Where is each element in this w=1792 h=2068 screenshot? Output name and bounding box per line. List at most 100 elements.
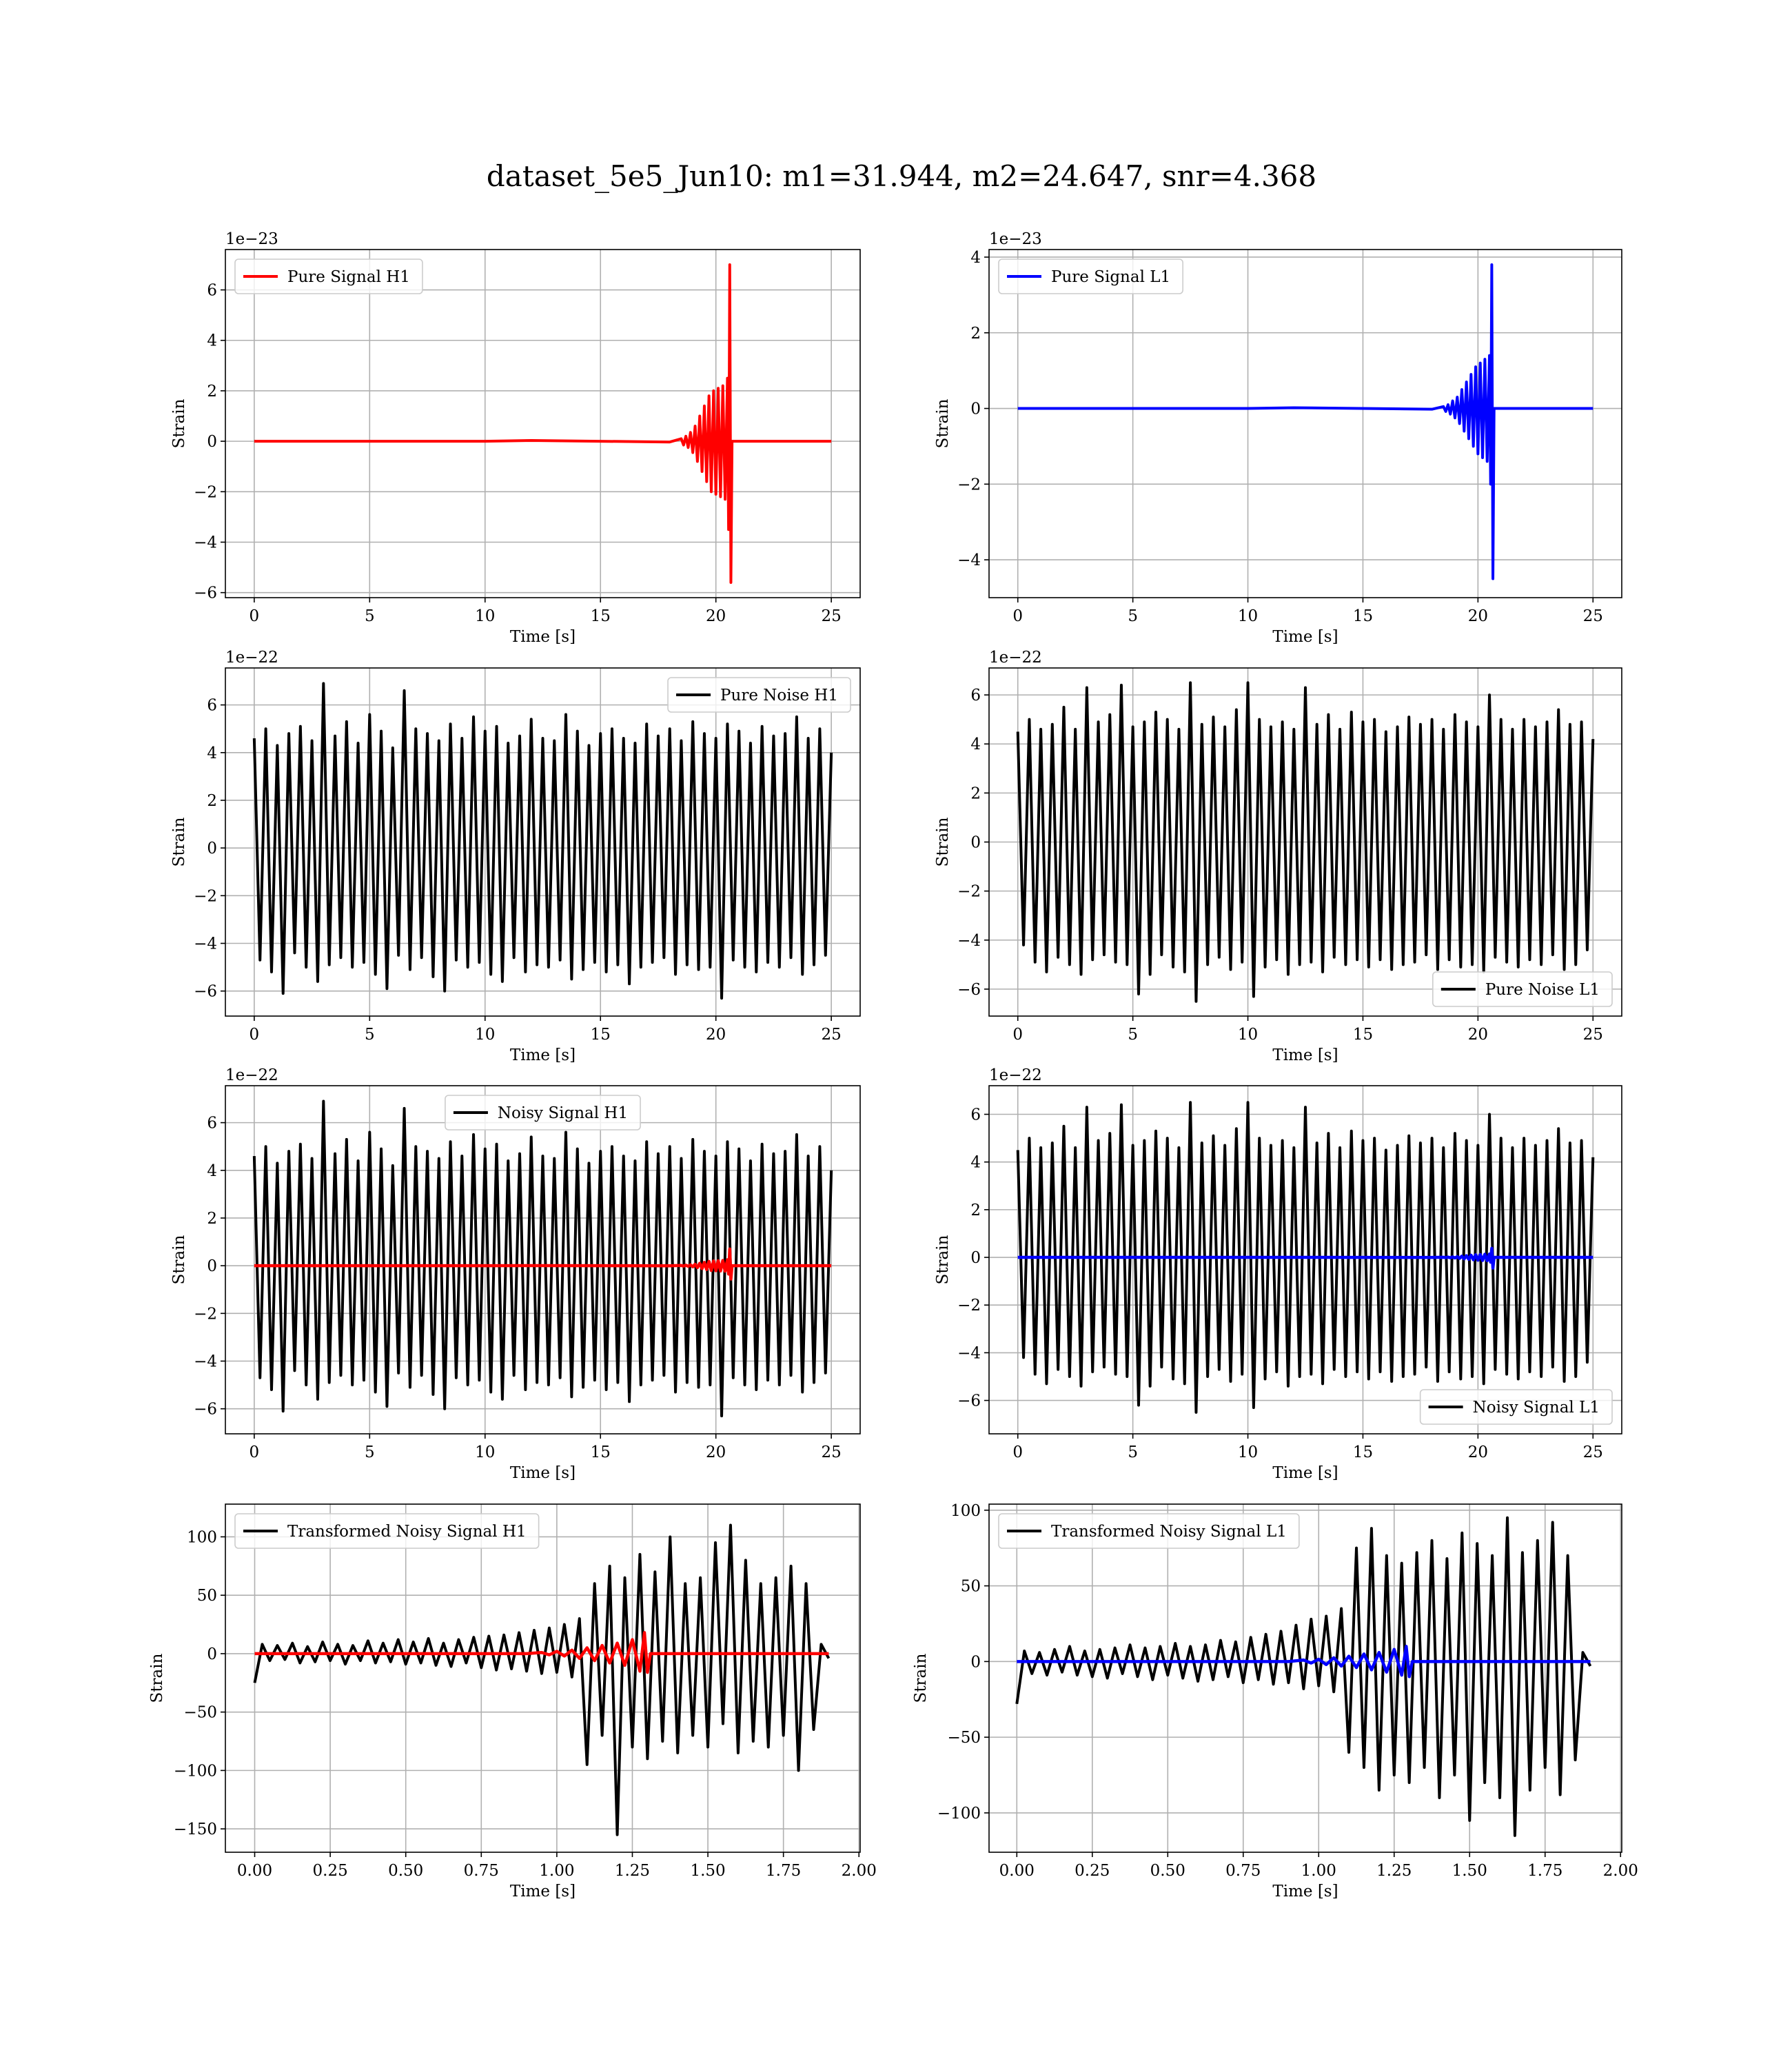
x-tick-label: 20 (706, 1443, 726, 1461)
x-tick-label: 1.75 (766, 1862, 801, 1880)
legend: Pure Noise H1 (667, 677, 851, 713)
x-axis-label: Time [s] (510, 628, 576, 646)
axes-frame (988, 249, 1622, 598)
x-tick-label: 20 (1468, 1443, 1488, 1461)
legend: Pure Noise L1 (1432, 971, 1613, 1007)
legend-box (1419, 1389, 1613, 1425)
plot-area (989, 250, 1622, 598)
y-axis-label: Strain (170, 817, 188, 866)
x-tick-label: 1.00 (1301, 1862, 1336, 1880)
series-line (254, 263, 832, 585)
x-tick-label: 10 (1238, 1443, 1258, 1461)
y-tick-label: 0 (970, 401, 981, 418)
y-tick-label: 4 (970, 1154, 981, 1172)
axes-frame (225, 249, 861, 598)
series-line (1016, 681, 1595, 1003)
y-tick-label: −6 (194, 1401, 217, 1419)
y-axis-label: Strain (934, 1235, 952, 1284)
y-tick-label: 4 (207, 744, 217, 762)
x-tick-label: 25 (821, 1026, 841, 1044)
x-tick-label: 1.25 (615, 1862, 650, 1880)
legend-label: Noisy Signal H1 (498, 1104, 628, 1122)
x-tick-label: 5 (1128, 607, 1138, 625)
x-tick-label: 0.50 (1150, 1862, 1185, 1880)
subplot: 0.00 0.25 0.50 0.75 1.00 1.25 1.50 1.75 2.00 −150… (148, 1503, 877, 1900)
y-tick-label: 6 (207, 697, 217, 715)
y-tick-label: 0 (970, 1249, 981, 1267)
y-tick-label: −2 (194, 887, 217, 905)
y-tick-label: 0 (207, 1257, 217, 1275)
axes-frame (988, 1503, 1622, 1853)
y-tick-label: −4 (957, 551, 981, 569)
y-axis-label: Strain (170, 1235, 188, 1284)
y-tick-label: −6 (957, 981, 981, 999)
legend-label: Transformed Noisy Signal L1 (1051, 1523, 1287, 1541)
x-tick-label: 25 (821, 607, 841, 625)
offset-label: 1e−22 (989, 649, 1042, 667)
subplot: 0.00 0.25 0.50 0.75 1.00 1.25 1.50 1.75 2.00 −100… (912, 1502, 1638, 1900)
y-tick-label: 0 (970, 834, 981, 852)
y-tick-label: −4 (194, 935, 217, 953)
x-tick-label: 1.75 (1527, 1862, 1562, 1880)
series-line (252, 1099, 833, 1418)
x-tick-label: 25 (821, 1443, 841, 1461)
x-tick-label: 0 (250, 1026, 260, 1044)
y-tick-label: 2 (970, 784, 981, 802)
y-axis-label: Strain (912, 1653, 930, 1703)
legend-box (234, 258, 423, 294)
legend-box (998, 1513, 1300, 1549)
plot-area (225, 1504, 860, 1852)
axes-frame (225, 1503, 861, 1853)
y-tick-label: −100 (174, 1762, 217, 1780)
y-tick-label: −2 (957, 476, 981, 494)
axes-frame (225, 1085, 861, 1435)
x-tick-label: 1.50 (1452, 1862, 1487, 1880)
series-line (1016, 1101, 1595, 1414)
legend: Pure Signal H1 (234, 258, 423, 294)
x-tick-label: 5 (365, 1443, 375, 1461)
y-tick-label: −6 (957, 1392, 981, 1410)
y-tick-label: 0 (207, 1645, 217, 1663)
y-tick-label: −6 (194, 983, 217, 1001)
y-tick-label: −150 (174, 1821, 217, 1838)
axes-frame (225, 667, 861, 1017)
y-tick-label: 2 (207, 1210, 217, 1228)
x-tick-label: 1.00 (539, 1862, 574, 1880)
offset-label: 1e−22 (989, 1066, 1042, 1084)
y-tick-label: 2 (970, 325, 981, 343)
y-tick-label: 6 (970, 1106, 981, 1124)
y-tick-label: −2 (194, 1305, 217, 1323)
x-tick-label: 5 (365, 607, 375, 625)
subplot: 0 5 10 15 20 25 −4 −2 0 2 4 Time [s] Strain 1e−23 Pure… (934, 230, 1622, 646)
x-axis-label: Time [s] (1272, 1046, 1338, 1064)
x-tick-label: 5 (1128, 1026, 1138, 1044)
x-tick-label: 5 (365, 1026, 375, 1044)
y-tick-label: −4 (194, 534, 217, 551)
x-tick-label: 20 (1468, 607, 1488, 625)
legend: Noisy Signal H1 (445, 1095, 641, 1131)
legend: Noisy Signal L1 (1419, 1389, 1613, 1425)
subplot: 0 5 10 15 20 25 −6 −4 −2 0 2 4 6 Time [s] Strain 1e−22 P… (170, 649, 861, 1064)
legend-box (234, 1513, 540, 1549)
y-axis-label: Strain (148, 1653, 166, 1703)
legend-label: Transformed Noisy Signal H1 (287, 1523, 527, 1541)
y-tick-label: −2 (957, 883, 981, 901)
x-tick-label: 0 (1012, 607, 1023, 625)
legend-label: Pure Signal H1 (287, 268, 410, 286)
x-tick-label: 0.25 (1075, 1862, 1110, 1880)
series-line (253, 1523, 831, 1836)
axes-frame (988, 667, 1622, 1017)
y-tick-label: 6 (207, 282, 217, 300)
subplot: 0 5 10 15 20 25 −6 −4 −2 0 2 4 6 Time [s] Strain 1e−23 P… (170, 230, 861, 646)
y-tick-label: −100 (937, 1805, 981, 1823)
legend-box (998, 258, 1183, 294)
y-tick-label: 4 (207, 1162, 217, 1180)
y-tick-label: 0 (970, 1653, 981, 1671)
x-tick-label: 0 (1012, 1443, 1023, 1461)
series-line (1017, 1645, 1591, 1679)
y-tick-label: −4 (957, 1344, 981, 1362)
y-tick-label: −6 (194, 585, 217, 602)
x-tick-label: 15 (591, 607, 611, 625)
legend: Transformed Noisy Signal L1 (998, 1513, 1300, 1549)
x-tick-label: 1.50 (690, 1862, 725, 1880)
